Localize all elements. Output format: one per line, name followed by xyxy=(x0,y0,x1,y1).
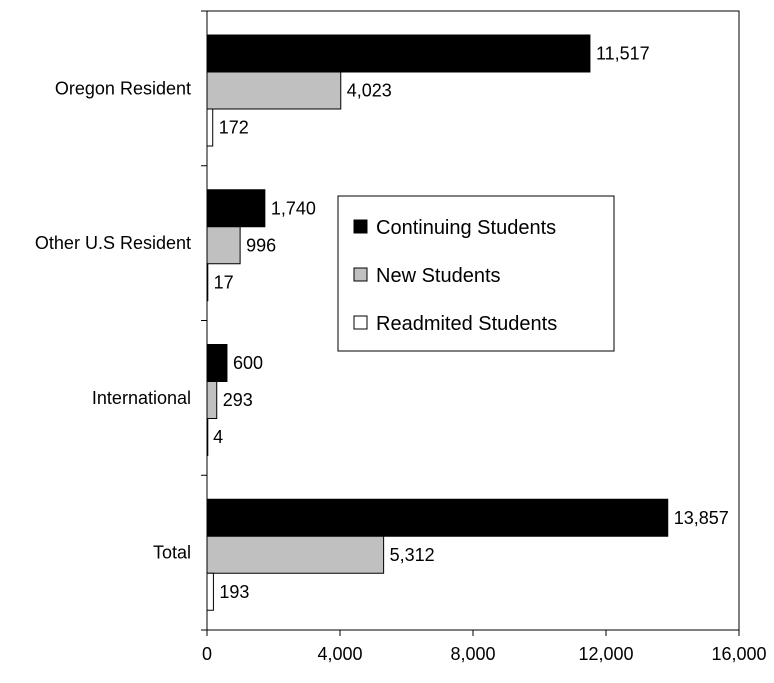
legend-swatch xyxy=(353,315,368,330)
bar xyxy=(206,418,209,456)
data-label: 11,517 xyxy=(596,44,650,64)
bar xyxy=(206,572,214,611)
legend-swatch xyxy=(353,219,368,234)
data-label: 600 xyxy=(233,353,263,373)
bar xyxy=(206,535,385,574)
x-tick-label: 16,000 xyxy=(711,644,766,664)
data-label: 13,857 xyxy=(674,508,729,528)
bars xyxy=(206,34,669,611)
bar xyxy=(206,71,342,110)
x-tick-label: 4,000 xyxy=(317,644,362,664)
bar xyxy=(206,108,214,147)
data-label: 4,023 xyxy=(347,81,392,101)
category-label: International xyxy=(92,388,191,408)
bar xyxy=(206,381,218,419)
x-axis: 0 4,000 8,000 12,000 16,000 xyxy=(202,630,767,664)
bar xyxy=(206,226,241,265)
legend-label: New Students xyxy=(376,265,501,287)
data-label: 172 xyxy=(219,118,249,138)
data-label: 996 xyxy=(246,235,276,255)
data-label: 17 xyxy=(214,272,234,292)
legend-label: Readmited Students xyxy=(376,313,557,335)
legend-label: Continuing Students xyxy=(376,217,556,239)
legend: Continuing Students New Students Readmited… xyxy=(337,195,615,352)
y-axis: Oregon Resident Other U.S Resident Interna… xyxy=(35,10,207,631)
x-tick-label: 8,000 xyxy=(450,644,495,664)
bar xyxy=(206,34,591,73)
legend-box xyxy=(337,195,615,352)
bar xyxy=(206,344,228,382)
x-tick-label: 12,000 xyxy=(578,644,633,664)
category-label: Oregon Resident xyxy=(55,78,191,98)
category-label: Other U.S Resident xyxy=(35,233,191,253)
x-tick-label: 0 xyxy=(202,644,212,664)
bar xyxy=(206,189,266,228)
data-label: 1,740 xyxy=(271,198,316,218)
category-label: Total xyxy=(153,543,191,563)
data-label: 293 xyxy=(223,390,253,410)
data-label: 4 xyxy=(213,427,223,447)
data-label: 193 xyxy=(219,582,249,602)
bar xyxy=(206,263,209,302)
bar xyxy=(206,498,669,537)
data-label: 5,312 xyxy=(390,545,435,565)
legend-swatch xyxy=(353,267,368,282)
